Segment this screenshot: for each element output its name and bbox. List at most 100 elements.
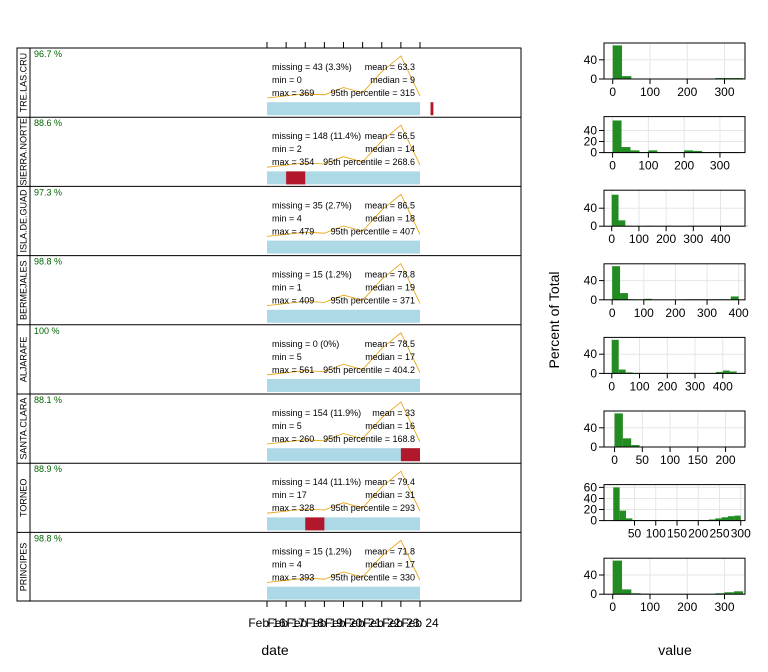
hist-x-tick-label: 100: [629, 232, 649, 246]
missing-stat: missing = 15 (1.2%): [272, 546, 352, 556]
p95-stat: 95th percentile = 268.6: [323, 157, 415, 167]
hist-x-tick-label: 250: [709, 527, 729, 541]
site-label: TORNEO: [19, 479, 29, 517]
hist-y-tick-label: 60: [584, 480, 598, 494]
median-stat: median = 18: [365, 213, 415, 223]
missing-stat: missing = 15 (1.2%): [272, 270, 352, 280]
hist-y-tick-label: 40: [584, 491, 598, 505]
hist-bar: [715, 371, 723, 374]
hist-x-tick-label: 100: [640, 600, 660, 614]
hist-bar: [611, 339, 619, 374]
hist-bar: [614, 413, 623, 447]
availability-band: [267, 517, 420, 531]
missing-stat: missing = 35 (2.7%): [272, 200, 352, 210]
hist-bar: [612, 266, 621, 300]
hist-x-tick-label: 0: [609, 306, 616, 320]
missing-data-block: [286, 171, 306, 185]
hist-bar: [729, 371, 737, 374]
x-tick-label: Feb 20: [325, 616, 363, 630]
hist-x-tick-label: 50: [636, 453, 650, 467]
site-label: ALJARAFE: [19, 337, 29, 383]
hist-y-tick-label: 0: [590, 146, 597, 160]
hist-x-tick-label: 300: [714, 85, 734, 99]
missing-stat: missing = 154 (11.9%): [272, 408, 361, 418]
site-label: SIERRA.NORTE: [19, 118, 29, 185]
hist-x-tick-label: 0: [608, 232, 615, 246]
hist-x-tick-label: 0: [611, 453, 618, 467]
hist-y-tick-label: 40: [584, 421, 598, 435]
hist-y-tick-label: 20: [584, 135, 598, 149]
x-tick-label: Feb 22: [363, 616, 401, 630]
hist-bar: [622, 76, 632, 79]
availability-band: [267, 379, 420, 392]
site-label: PRINCIPES: [19, 543, 29, 592]
hist-x-tick-label: 300: [710, 159, 730, 173]
max-stat: max = 369: [272, 88, 314, 98]
series-line: [266, 332, 421, 376]
hist-frame: [603, 484, 746, 522]
series-line: [266, 55, 421, 99]
x-axis-title: date: [261, 642, 288, 658]
hist-bar: [612, 45, 623, 79]
mean-stat: mean = 79.4: [365, 477, 415, 487]
min-stat: min = 5: [272, 421, 302, 431]
series-line: [266, 193, 421, 237]
hist-bar: [618, 369, 626, 374]
hist-y-tick-label: 40: [584, 568, 598, 582]
hist-x-tick-label: 400: [711, 232, 731, 246]
hist-y-tick-label: 0: [590, 293, 597, 307]
median-stat: median = 17: [365, 559, 415, 569]
p95-stat: 95th percentile = 168.8: [323, 434, 415, 444]
missing-stat: missing = 43 (3.3%): [272, 62, 352, 72]
hist-bar: [631, 445, 640, 447]
series-line: [266, 124, 421, 168]
hist-bar: [733, 591, 744, 595]
p95-stat: 95th percentile = 330: [331, 572, 415, 582]
hist-x-tick-label: 0: [608, 379, 615, 393]
hist-x-tick-label: 150: [667, 527, 687, 541]
median-stat: median = 19: [365, 283, 415, 293]
hist-y-tick-label: 0: [590, 219, 597, 233]
series-line: [266, 539, 421, 583]
p95-stat: 95th percentile = 293: [331, 503, 415, 513]
hist-x-tick-label: 200: [674, 159, 694, 173]
hist-bar: [619, 510, 626, 521]
max-stat: max = 260: [272, 434, 314, 444]
max-stat: max = 354: [272, 157, 314, 167]
max-stat: max = 479: [272, 226, 314, 236]
hist-bar: [708, 519, 716, 521]
hist-y-tick-label: 0: [590, 440, 597, 454]
p95-stat: 95th percentile = 315: [331, 88, 415, 98]
hist-y-tick-label: 40: [584, 274, 598, 288]
mean-stat: mean = 86.5: [365, 200, 415, 210]
site-label: ISLA.DE.GUAD: [19, 189, 29, 253]
x-tick-label: Feb 24: [401, 616, 439, 630]
hist-frame: [603, 410, 746, 448]
hist-y-tick-label: 40: [584, 201, 598, 215]
median-stat: median = 17: [365, 352, 415, 362]
data-capture-label: 98.8 %: [34, 533, 62, 543]
p95-stat: 95th percentile = 407: [331, 226, 415, 236]
hist-x-axis-title: value: [658, 642, 692, 658]
hist-bar: [734, 515, 741, 521]
site-label: TRE.LAS.CRU: [19, 53, 29, 113]
mean-stat: mean = 56.5: [365, 131, 415, 141]
hist-y-tick-label: 0: [590, 366, 597, 380]
hist-x-tick-label: 200: [677, 600, 697, 614]
x-tick-label: Feb 17: [267, 616, 305, 630]
missing-data-block: [305, 517, 325, 531]
series-line: [266, 262, 421, 306]
hist-x-tick-label: 150: [688, 453, 708, 467]
min-stat: min = 4: [272, 559, 302, 569]
hist-x-tick-label: 300: [714, 600, 734, 614]
data-capture-label: 88.9 %: [34, 464, 62, 474]
hist-bar: [730, 296, 739, 300]
hist-bar: [612, 120, 622, 153]
min-stat: min = 5: [272, 352, 302, 362]
hist-x-tick-label: 200: [665, 306, 685, 320]
site-label: BERMEJALES: [19, 260, 29, 320]
hist-x-tick-label: 300: [731, 527, 751, 541]
hist-x-tick-label: 200: [657, 379, 677, 393]
median-stat: median = 16: [365, 421, 415, 431]
